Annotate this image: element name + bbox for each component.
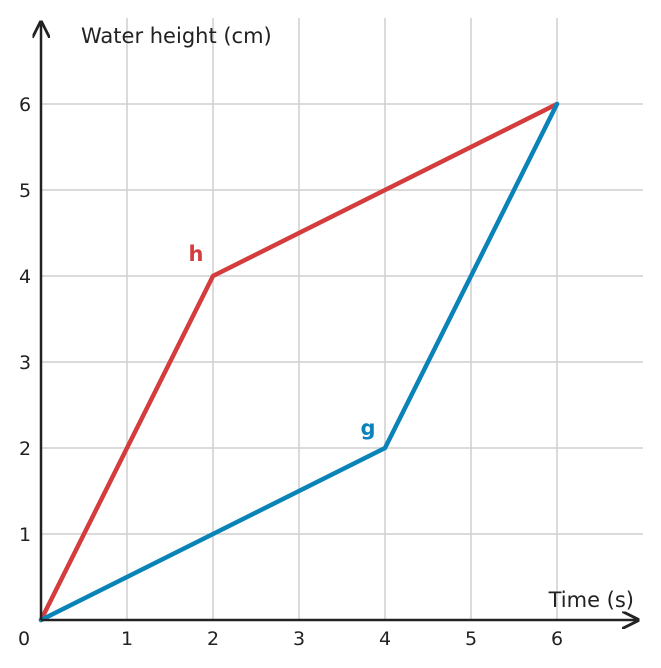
y-tick-label-5: 5 bbox=[19, 180, 31, 202]
series-label-g: g bbox=[360, 416, 375, 440]
series-line-g bbox=[38, 101, 560, 623]
series-line-h bbox=[38, 101, 560, 623]
y-tick-label-2: 2 bbox=[19, 438, 31, 460]
series-group bbox=[38, 101, 560, 623]
x-tick-label-1: 1 bbox=[121, 628, 133, 650]
x-tick-label-3: 3 bbox=[293, 628, 305, 650]
tick-labels: 1 2 3 4 5 6 1 2 3 4 5 6 bbox=[19, 94, 563, 650]
x-tick-label-2: 2 bbox=[207, 628, 219, 650]
y-tick-label-1: 1 bbox=[19, 524, 31, 546]
origin-label: 0 bbox=[18, 628, 30, 650]
series-labels: hg bbox=[189, 242, 376, 440]
y-tick-label-4: 4 bbox=[19, 266, 31, 288]
x-tick-label-4: 4 bbox=[379, 628, 391, 650]
x-axis-title: Time (s) bbox=[548, 588, 634, 612]
x-tick-label-6: 6 bbox=[551, 628, 563, 650]
y-tick-label-3: 3 bbox=[19, 352, 31, 374]
x-tick-label-5: 5 bbox=[465, 628, 477, 650]
y-axis-title: Water height (cm) bbox=[81, 24, 272, 48]
grid bbox=[41, 18, 643, 620]
series-label-h: h bbox=[189, 242, 204, 266]
y-tick-label-6: 6 bbox=[19, 94, 31, 116]
